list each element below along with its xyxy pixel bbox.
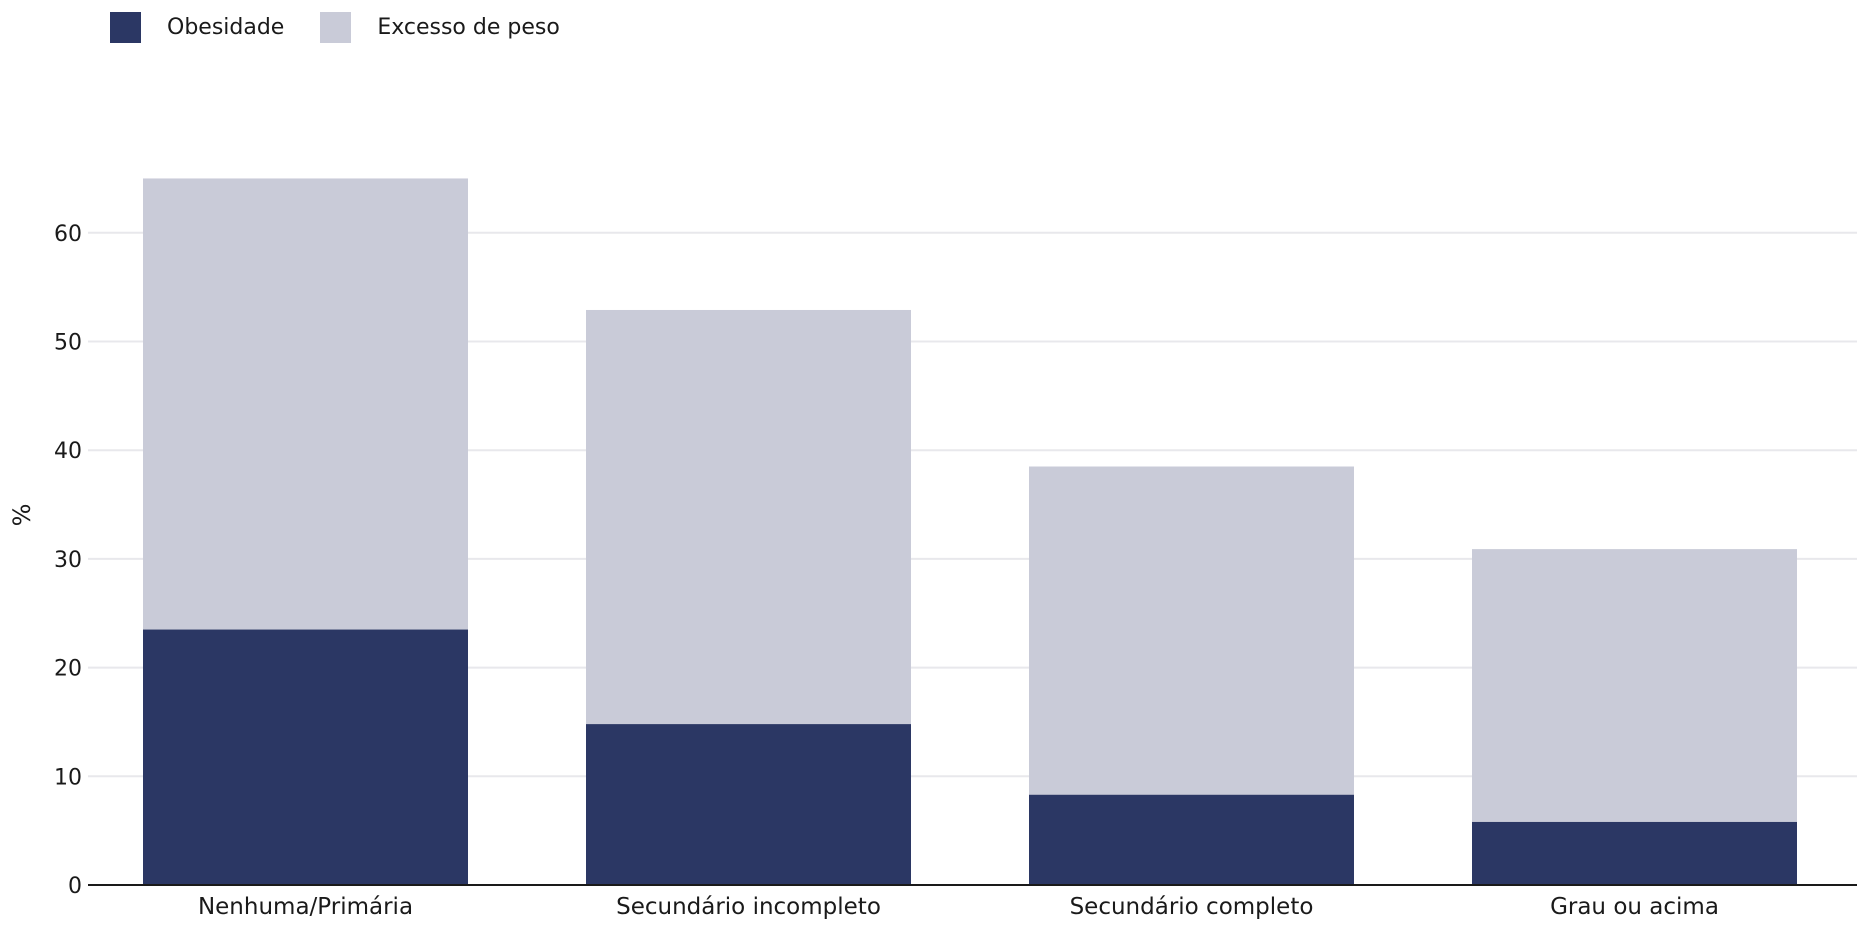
legend-swatch-obesidade — [110, 11, 141, 43]
y-tick-label-40: 40 — [54, 439, 82, 464]
y-tick-label-10: 10 — [54, 765, 82, 790]
legend-item-excesso-de-peso[interactable]: Excesso de peso — [320, 11, 560, 43]
y-axis-label: % — [8, 504, 36, 527]
y-tick-label-0: 0 — [68, 874, 82, 899]
y-tick-label-30: 30 — [54, 548, 82, 573]
bar-obesidade-3[interactable] — [1029, 794, 1354, 885]
y-tick-label-20: 20 — [54, 657, 82, 682]
y-tick-label-50: 50 — [54, 331, 82, 356]
x-category-label-4: Grau ou acima — [1550, 894, 1719, 920]
legend: Obesidade Excesso de peso — [110, 10, 596, 44]
bars — [143, 178, 1797, 885]
bar-obesidade-1[interactable] — [143, 629, 468, 885]
x-category-label-1: Nenhuma/Primária — [198, 894, 413, 920]
y-tick-label-60: 60 — [54, 222, 82, 247]
bar-obesidade-4[interactable] — [1472, 821, 1797, 885]
legend-label-excesso-de-peso: Excesso de peso — [377, 14, 560, 40]
axes: 0 10 20 30 40 50 60 Nenhuma/Primária Secundário … — [54, 222, 1857, 920]
bar-obesidade-2[interactable] — [586, 724, 911, 885]
legend-label-obesidade: Obesidade — [167, 14, 285, 40]
x-category-label-3: Secundário completo — [1070, 894, 1314, 920]
x-category-label-2: Secundário incompleto — [616, 894, 881, 920]
legend-swatch-excesso-de-peso — [320, 11, 352, 43]
legend-item-obesidade[interactable]: Obesidade — [110, 11, 285, 43]
